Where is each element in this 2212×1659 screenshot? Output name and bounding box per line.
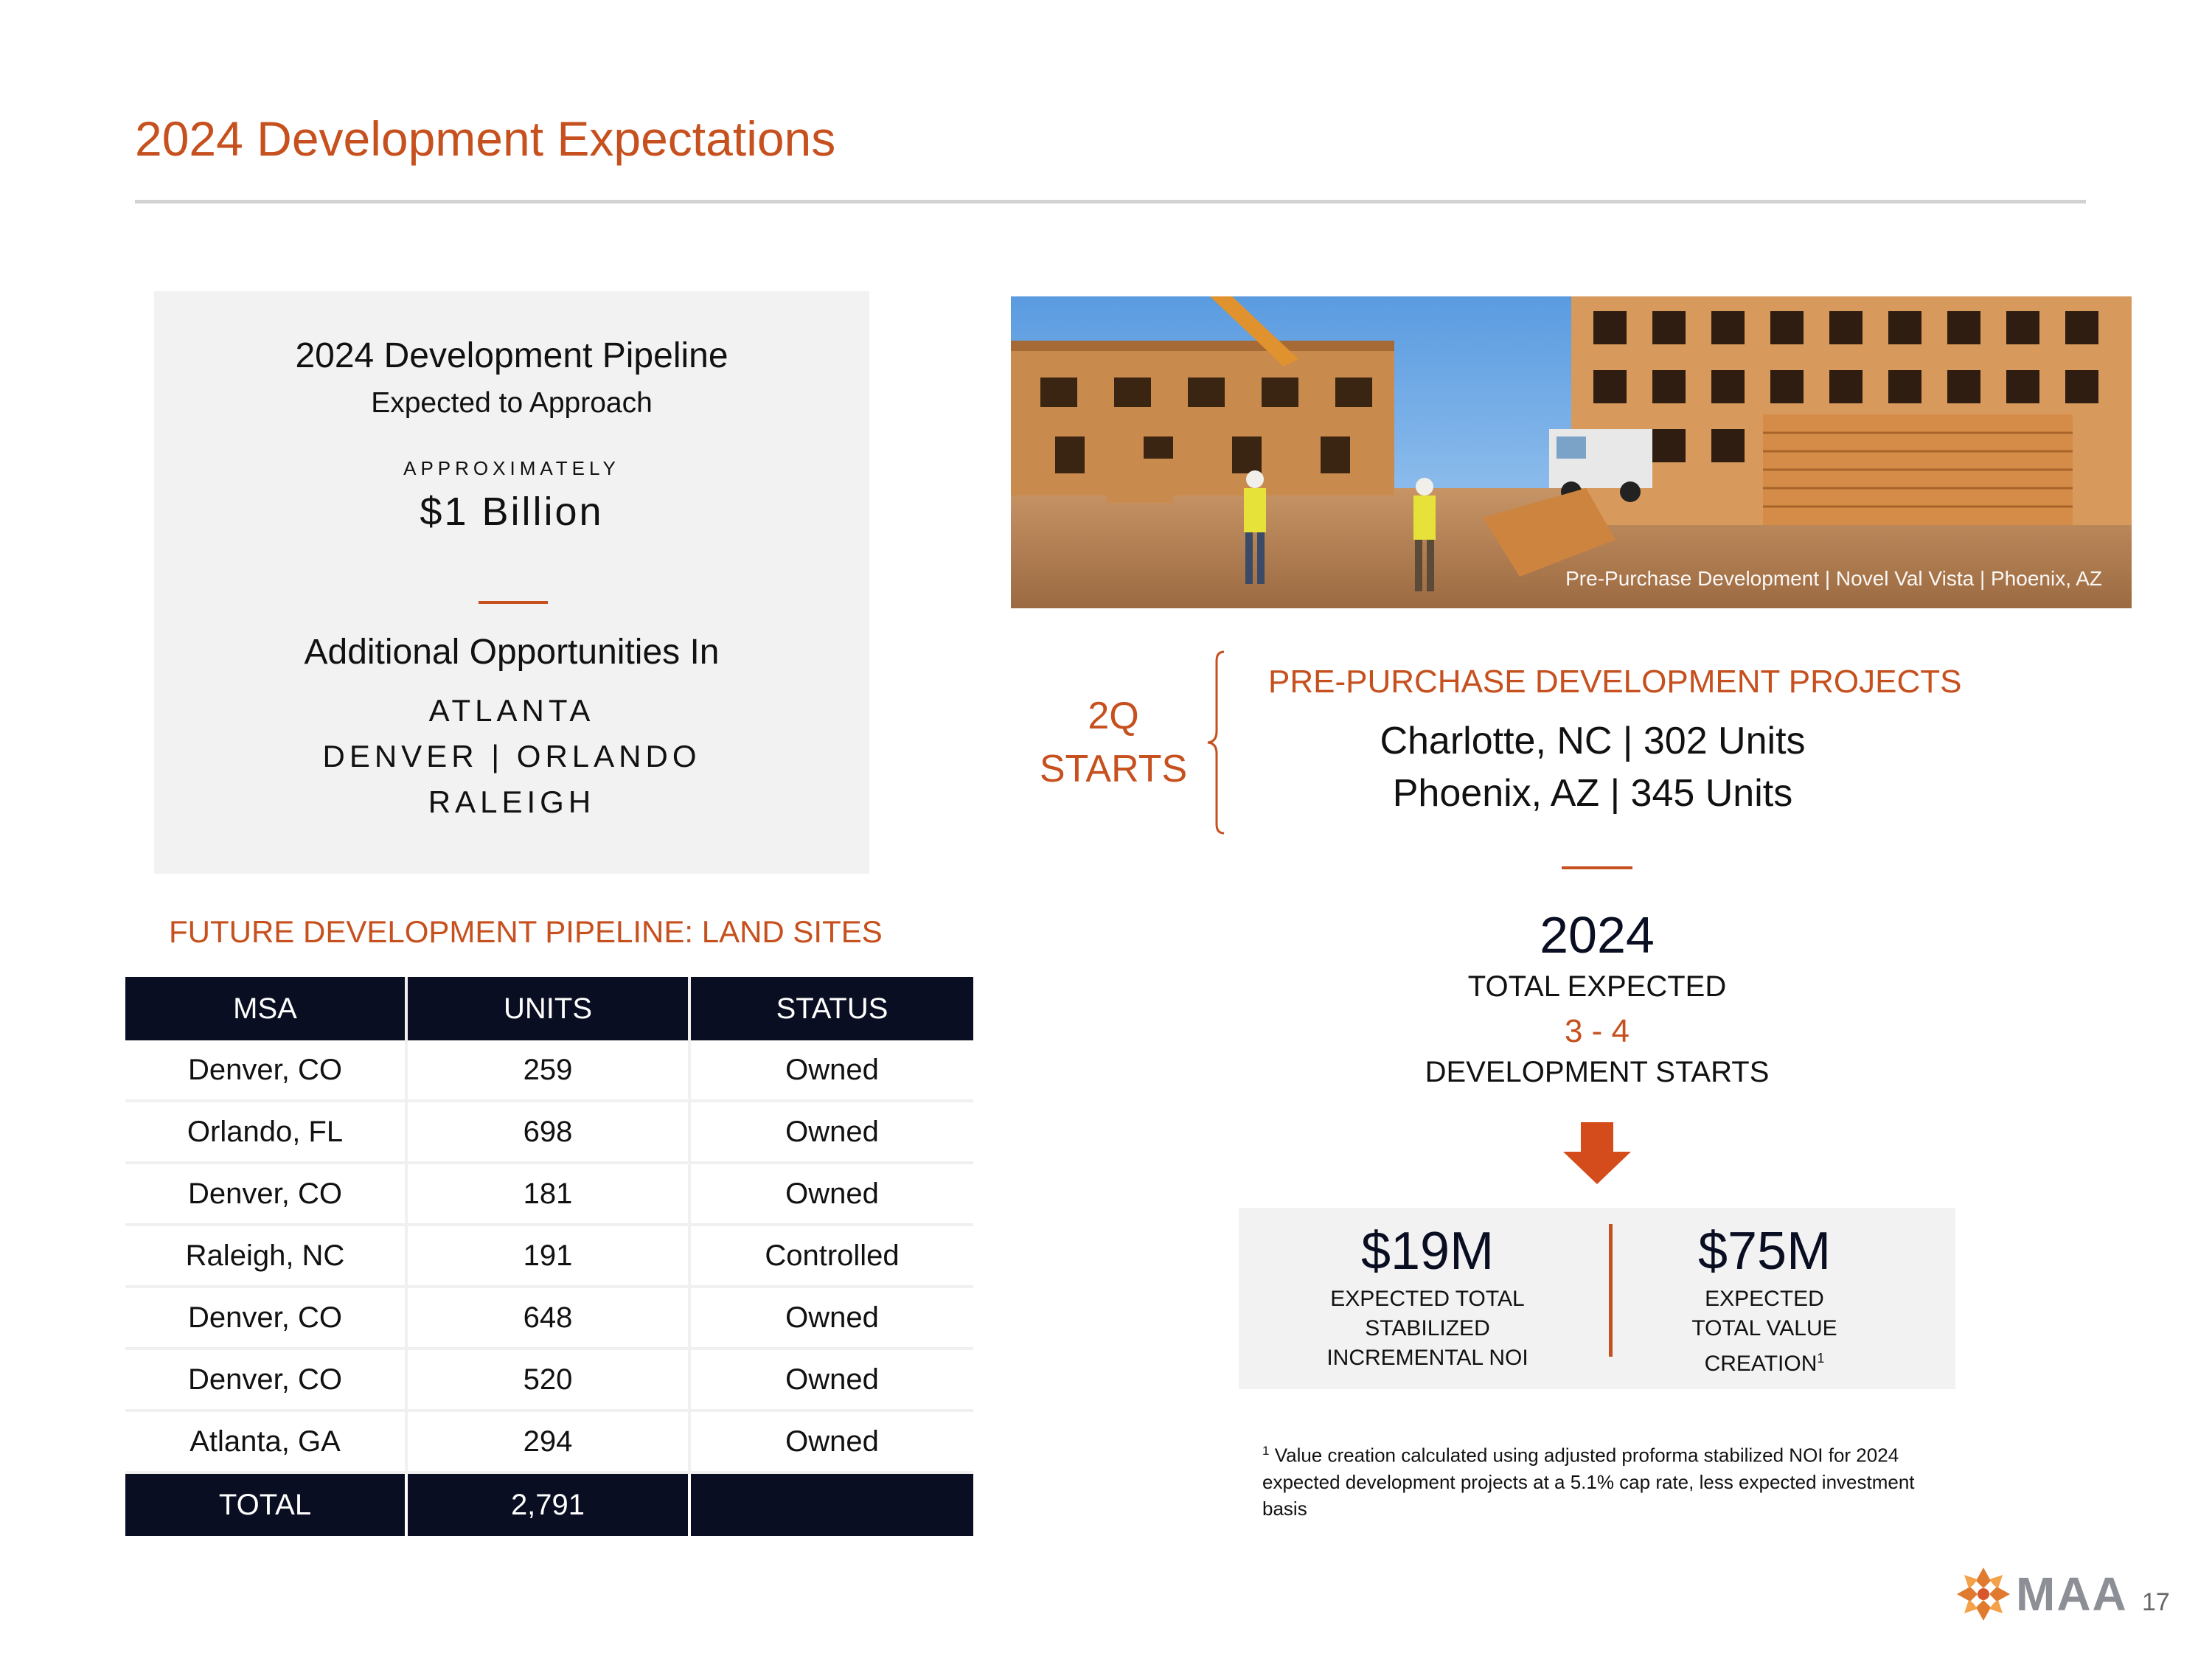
units-cell: 191 [408,1226,691,1288]
table-header-row: MSA UNITS STATUS [125,977,973,1040]
msa-cell: Atlanta, GA [125,1412,408,1474]
construction-scene-image [1011,296,2132,608]
page-number: 17 [2142,1588,2170,1616]
pre-purchase-title: PRE-PURCHASE DEVELOPMENT PROJECTS [1268,664,1962,700]
status-cell: Owned [691,1288,973,1350]
table-row: Denver, CO 181 Owned [125,1164,973,1226]
msa-cell: Denver, CO [125,1288,408,1350]
city-line: ATLANTA [428,693,595,728]
status-cell: Owned [691,1412,973,1474]
land-sites-section-title: FUTURE DEVELOPMENT PIPELINE: LAND SITES [169,914,883,949]
msa-cell: Raleigh, NC [125,1226,408,1288]
footnote: 1 Value creation calculated using adjust… [1262,1438,1948,1522]
status-cell: Owned [691,1164,973,1226]
company-logo: MAA [1955,1566,2128,1622]
land-sites-table: MSA UNITS STATUS Denver, CO 259 Owned Or… [125,977,973,1536]
page-title: 2024 Development Expectations [135,111,836,166]
msa-cell: Denver, CO [125,1164,408,1226]
metric-label: EXPECTED TOTAL STABILIZED INCREMENTAL NO… [1326,1286,1528,1370]
column-header-msa: MSA [125,977,408,1040]
logo-text: MAA [2016,1568,2128,1621]
quarter-label: 2Q [1088,695,1139,737]
total-expected-label: TOTAL EXPECTED [1467,970,1727,1003]
status-cell: Owned [691,1102,973,1164]
metric-divider [1609,1224,1613,1357]
msa-cell: Orlando, FL [125,1102,408,1164]
city-line: DENVER | ORLANDO [322,739,701,773]
metrics-box: $19M EXPECTED TOTAL STABILIZED INCREMENT… [1239,1208,1955,1389]
photo-caption: Pre-Purchase Development | Novel Val Vis… [1565,567,2102,590]
quarter-starts-label: 2Q STARTS [1032,689,1194,796]
accent-divider [1562,866,1632,869]
arrow-down-icon [1563,1122,1631,1184]
additional-opportunities-label: Additional Opportunities In [304,633,720,672]
msa-cell: Denver, CO [125,1350,408,1412]
table-row: Denver, CO 520 Owned [125,1350,973,1412]
pipeline-summary-box: 2024 Development Pipeline Expected to Ap… [154,291,869,874]
metric-value: $75M [1697,1222,1832,1281]
starts-range: 3 - 4 [1564,1013,1630,1049]
units-cell: 181 [408,1164,691,1226]
metric-label: EXPECTED TOTAL VALUE CREATION1 [1691,1286,1837,1376]
units-cell: 259 [408,1040,691,1102]
column-header-status: STATUS [691,977,973,1040]
table-row: Raleigh, NC 191 Controlled [125,1226,973,1288]
footnote-text: Value creation calculated using adjusted… [1262,1444,1915,1520]
metric-noi: $19M EXPECTED TOTAL STABILIZED INCREMENT… [1295,1222,1560,1373]
footnote-marker: 1 [1817,1350,1825,1366]
status-cell: Controlled [691,1226,973,1288]
units-cell: 520 [408,1350,691,1412]
metric-value: $19M [1360,1222,1495,1281]
table-row: Denver, CO 259 Owned [125,1040,973,1102]
construction-site-photo: Pre-Purchase Development | Novel Val Vis… [1011,296,2132,608]
units-cell: 648 [408,1288,691,1350]
project-line: Charlotte, NC | 302 Units [1380,720,1806,762]
maa-logo-icon [1957,1568,2010,1621]
table-row: Atlanta, GA 294 Owned [125,1412,973,1474]
table-row: Denver, CO 648 Owned [125,1288,973,1350]
column-header-units: UNITS [408,977,691,1040]
status-cell: Owned [691,1350,973,1412]
total-status [691,1474,973,1536]
units-cell: 698 [408,1102,691,1164]
title-divider [135,200,2086,204]
bracket-icon [1207,650,1225,835]
metric-value-creation: $75M EXPECTED TOTAL VALUE CREATION1 [1632,1222,1897,1379]
units-cell: 294 [408,1412,691,1474]
project-line: Phoenix, AZ | 345 Units [1392,772,1793,815]
development-starts-label: DEVELOPMENT STARTS [1425,1056,1770,1088]
starts-label: STARTS [1039,748,1188,790]
pipeline-title: 2024 Development Pipeline [295,336,728,375]
total-label: TOTAL [125,1474,408,1536]
total-units: 2,791 [408,1474,691,1536]
pipeline-amount: $1 Billion [420,490,604,534]
expectation-year: 2024 [1540,906,1655,964]
footnote-marker: 1 [1262,1444,1270,1458]
msa-cell: Denver, CO [125,1040,408,1102]
approximately-label: APPROXIMATELY [403,457,620,479]
table-total-row: TOTAL 2,791 [125,1474,973,1536]
accent-divider [479,601,548,604]
table-row: Orlando, FL 698 Owned [125,1102,973,1164]
pipeline-subtitle: Expected to Approach [371,387,653,419]
status-cell: Owned [691,1040,973,1102]
city-line: RALEIGH [428,785,596,819]
